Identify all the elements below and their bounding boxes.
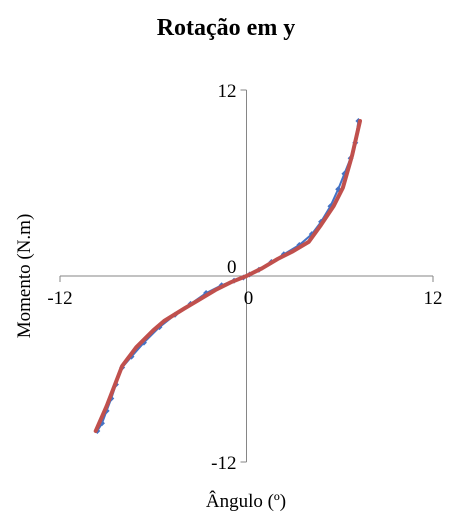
chart-title: Rotação em y [157,15,296,41]
y-tick-label: 0 [227,257,237,278]
y-tick-label: -12 [211,453,236,474]
x-tick-label: 12 [424,288,443,309]
x-tick-label: 0 [244,288,254,309]
x-axis-title: Ângulo (º) [206,490,286,512]
fit-series [93,119,362,433]
y-tick-label: 12 [218,81,237,102]
axis-ticks: -12 0 12 -12 0 12 [47,81,442,474]
x-tick-label: -12 [47,288,72,309]
fit-series-line [93,119,362,433]
y-axis-title: Momento (N.m) [14,214,35,339]
